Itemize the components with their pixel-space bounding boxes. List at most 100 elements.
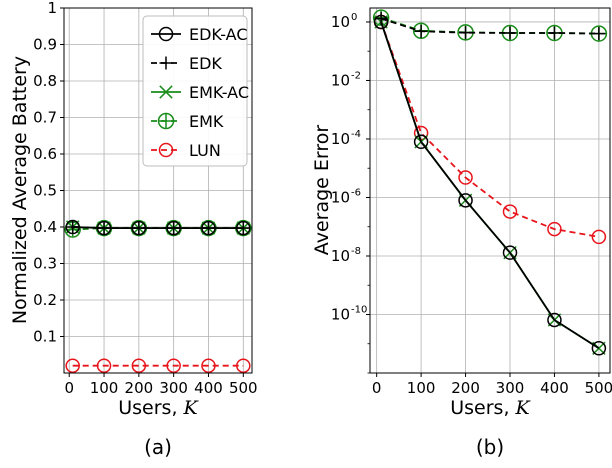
panel-a-ytick-label: 0.9 xyxy=(33,36,57,54)
panel-b-xlabel: Users, K xyxy=(450,397,531,419)
panel-a-xlabel: Users, K xyxy=(118,397,199,419)
legend-label: LUN xyxy=(189,141,221,160)
panel-a-point-edk-ac xyxy=(131,220,147,236)
legend-marker xyxy=(159,56,173,70)
panel-a-point-edk-ac xyxy=(201,220,216,236)
panel-b-xtick-label: 300 xyxy=(496,379,525,397)
panel-b-xtick-label: 200 xyxy=(451,379,480,397)
panel-b-line-edk-ac xyxy=(380,21,600,350)
panel-b-label: (b) xyxy=(476,435,504,459)
panel-a-point-edk-ac xyxy=(166,220,181,236)
panel-b-grid xyxy=(370,8,610,373)
panel-b-point-edk-ac xyxy=(591,341,607,356)
panel-a-point-lun xyxy=(96,358,112,373)
panel-a-ytick-label: 0.8 xyxy=(33,72,57,90)
panel-a-label: (a) xyxy=(144,435,172,459)
panel-b-ytick-exponent: -10 xyxy=(351,304,367,315)
panel-b-xtick-label: 500 xyxy=(585,379,612,397)
panel-b-point-edk xyxy=(459,26,473,40)
panel-b-line-edk xyxy=(380,17,599,35)
panel-b-ytick-label: 10 xyxy=(331,188,350,206)
panel-a-ytick-label: 0.5 xyxy=(33,182,57,200)
panel-b-point-edk-ac xyxy=(547,312,562,328)
panel-b-ytick-label: 10 xyxy=(331,305,350,323)
panel-a-point-edk-ac xyxy=(96,220,112,236)
panel-b-point-lun xyxy=(547,221,562,237)
panel-a-series-lun xyxy=(65,358,251,373)
legend-item-lun: LUN xyxy=(151,141,221,160)
panel-b-xtick-label: 100 xyxy=(407,379,436,397)
panel-a-point-lun xyxy=(166,358,181,373)
panel-b-frame xyxy=(369,7,611,374)
legend-label: EMK-AC xyxy=(189,83,249,102)
legend-label: EDK xyxy=(189,54,222,73)
panel-a-point-edk-ac xyxy=(65,219,80,235)
panel-b-point-lun xyxy=(458,170,473,185)
panel-b-point-edk-ac xyxy=(502,245,518,260)
legend-item-emk: EMK xyxy=(151,112,224,131)
panel-b-point-edk xyxy=(592,27,606,41)
panel-a-ticks: 0 100 200 300 400 500 0.1 0.2 0.3 0.4 0.5 0.6 0.7 0.8… xyxy=(33,0,257,397)
panel-b-point-edk-ac xyxy=(458,193,473,208)
panel-a-ytick-label: 0.2 xyxy=(33,291,57,309)
panel-b-ytick-label: 10 xyxy=(331,13,350,31)
panel-b-point-edk-ac xyxy=(373,14,389,30)
panel-a-xtick-label: 300 xyxy=(159,379,188,397)
panel-b-line-lun xyxy=(380,21,600,238)
panel-b-series-edk xyxy=(374,12,606,41)
panel-b-ytick-exponent: -8 xyxy=(351,246,361,257)
panel-b-point-edk-ac xyxy=(413,134,429,150)
panel-a-ytick-label: 0.4 xyxy=(33,218,57,236)
panel-b-ytick-label: 10 xyxy=(331,130,350,148)
panel-b-point-lun xyxy=(502,204,518,219)
panel-b-ylabel: Average Error xyxy=(311,125,333,256)
panel-a-series-edk-ac xyxy=(65,219,251,236)
legend-marker xyxy=(158,142,174,158)
panel-a-ytick-label: 0.1 xyxy=(33,328,57,346)
legend-item-emk-ac: EMK-AC xyxy=(151,83,249,102)
legend-item-edk-ac: EDK-AC xyxy=(151,25,248,44)
panel-a-ylabel: Normalized Average Battery xyxy=(9,56,31,324)
panel-b-point-edk xyxy=(503,26,517,40)
panel-a-point-lun xyxy=(236,358,251,373)
panel-b-point-edk xyxy=(547,26,561,40)
panel-a-point-lun xyxy=(65,358,80,373)
panel-b-series-emk xyxy=(372,9,608,42)
panel-a-xtick-label: 0 xyxy=(64,379,74,397)
panel-a-xtick-label: 100 xyxy=(90,379,119,397)
panel-b-ytick-label: 10 xyxy=(331,247,350,265)
panel-a-point-lun xyxy=(131,358,147,373)
panel-b-line-emk-ac xyxy=(380,21,600,350)
panel-a-series xyxy=(64,219,252,373)
legend-marker xyxy=(159,85,173,99)
panel-b-ytick-exponent: -2 xyxy=(351,70,361,81)
panel-a-point-lun xyxy=(201,358,216,373)
panel-b-point-edk xyxy=(414,24,428,38)
legend-label: EDK-AC xyxy=(189,25,248,44)
panel-a: 0 100 200 300 400 500 0.1 0.2 0.3 0.4 0.5 0.6 0.7 0.8… xyxy=(9,0,258,459)
panel-b-ytick-label: 10 xyxy=(331,71,350,89)
panel-b-ytick-exponent: 0 xyxy=(351,12,357,23)
legend-item-edk: EDK xyxy=(151,54,222,73)
legend-marker xyxy=(158,26,174,42)
panel-a-xtick-label: 200 xyxy=(125,379,154,397)
panel-a-ytick-label: 0.6 xyxy=(33,145,57,163)
panel-b-xtick-label: 400 xyxy=(540,379,569,397)
panel-a-xtick-label: 500 xyxy=(229,379,258,397)
legend-label: EMK xyxy=(189,112,224,131)
panel-a-point-edk-ac xyxy=(236,220,251,236)
panel-b-series xyxy=(372,9,608,356)
panel-a-ytick-label: 0.3 xyxy=(33,255,57,273)
legend-marker xyxy=(157,112,175,130)
panel-b-point-lun xyxy=(591,229,607,245)
panel-b-ytick-exponent: -6 xyxy=(351,187,361,198)
panel-b-series-emk-ac xyxy=(374,15,606,355)
panel-b-series-lun xyxy=(373,14,607,245)
panel-a-ytick-label: 1 xyxy=(47,0,57,17)
panel-a-ytick-label: 0.7 xyxy=(33,109,57,127)
panel-a-xtick-label: 400 xyxy=(194,379,223,397)
panel-b-ytick-exponent: -4 xyxy=(351,129,361,140)
